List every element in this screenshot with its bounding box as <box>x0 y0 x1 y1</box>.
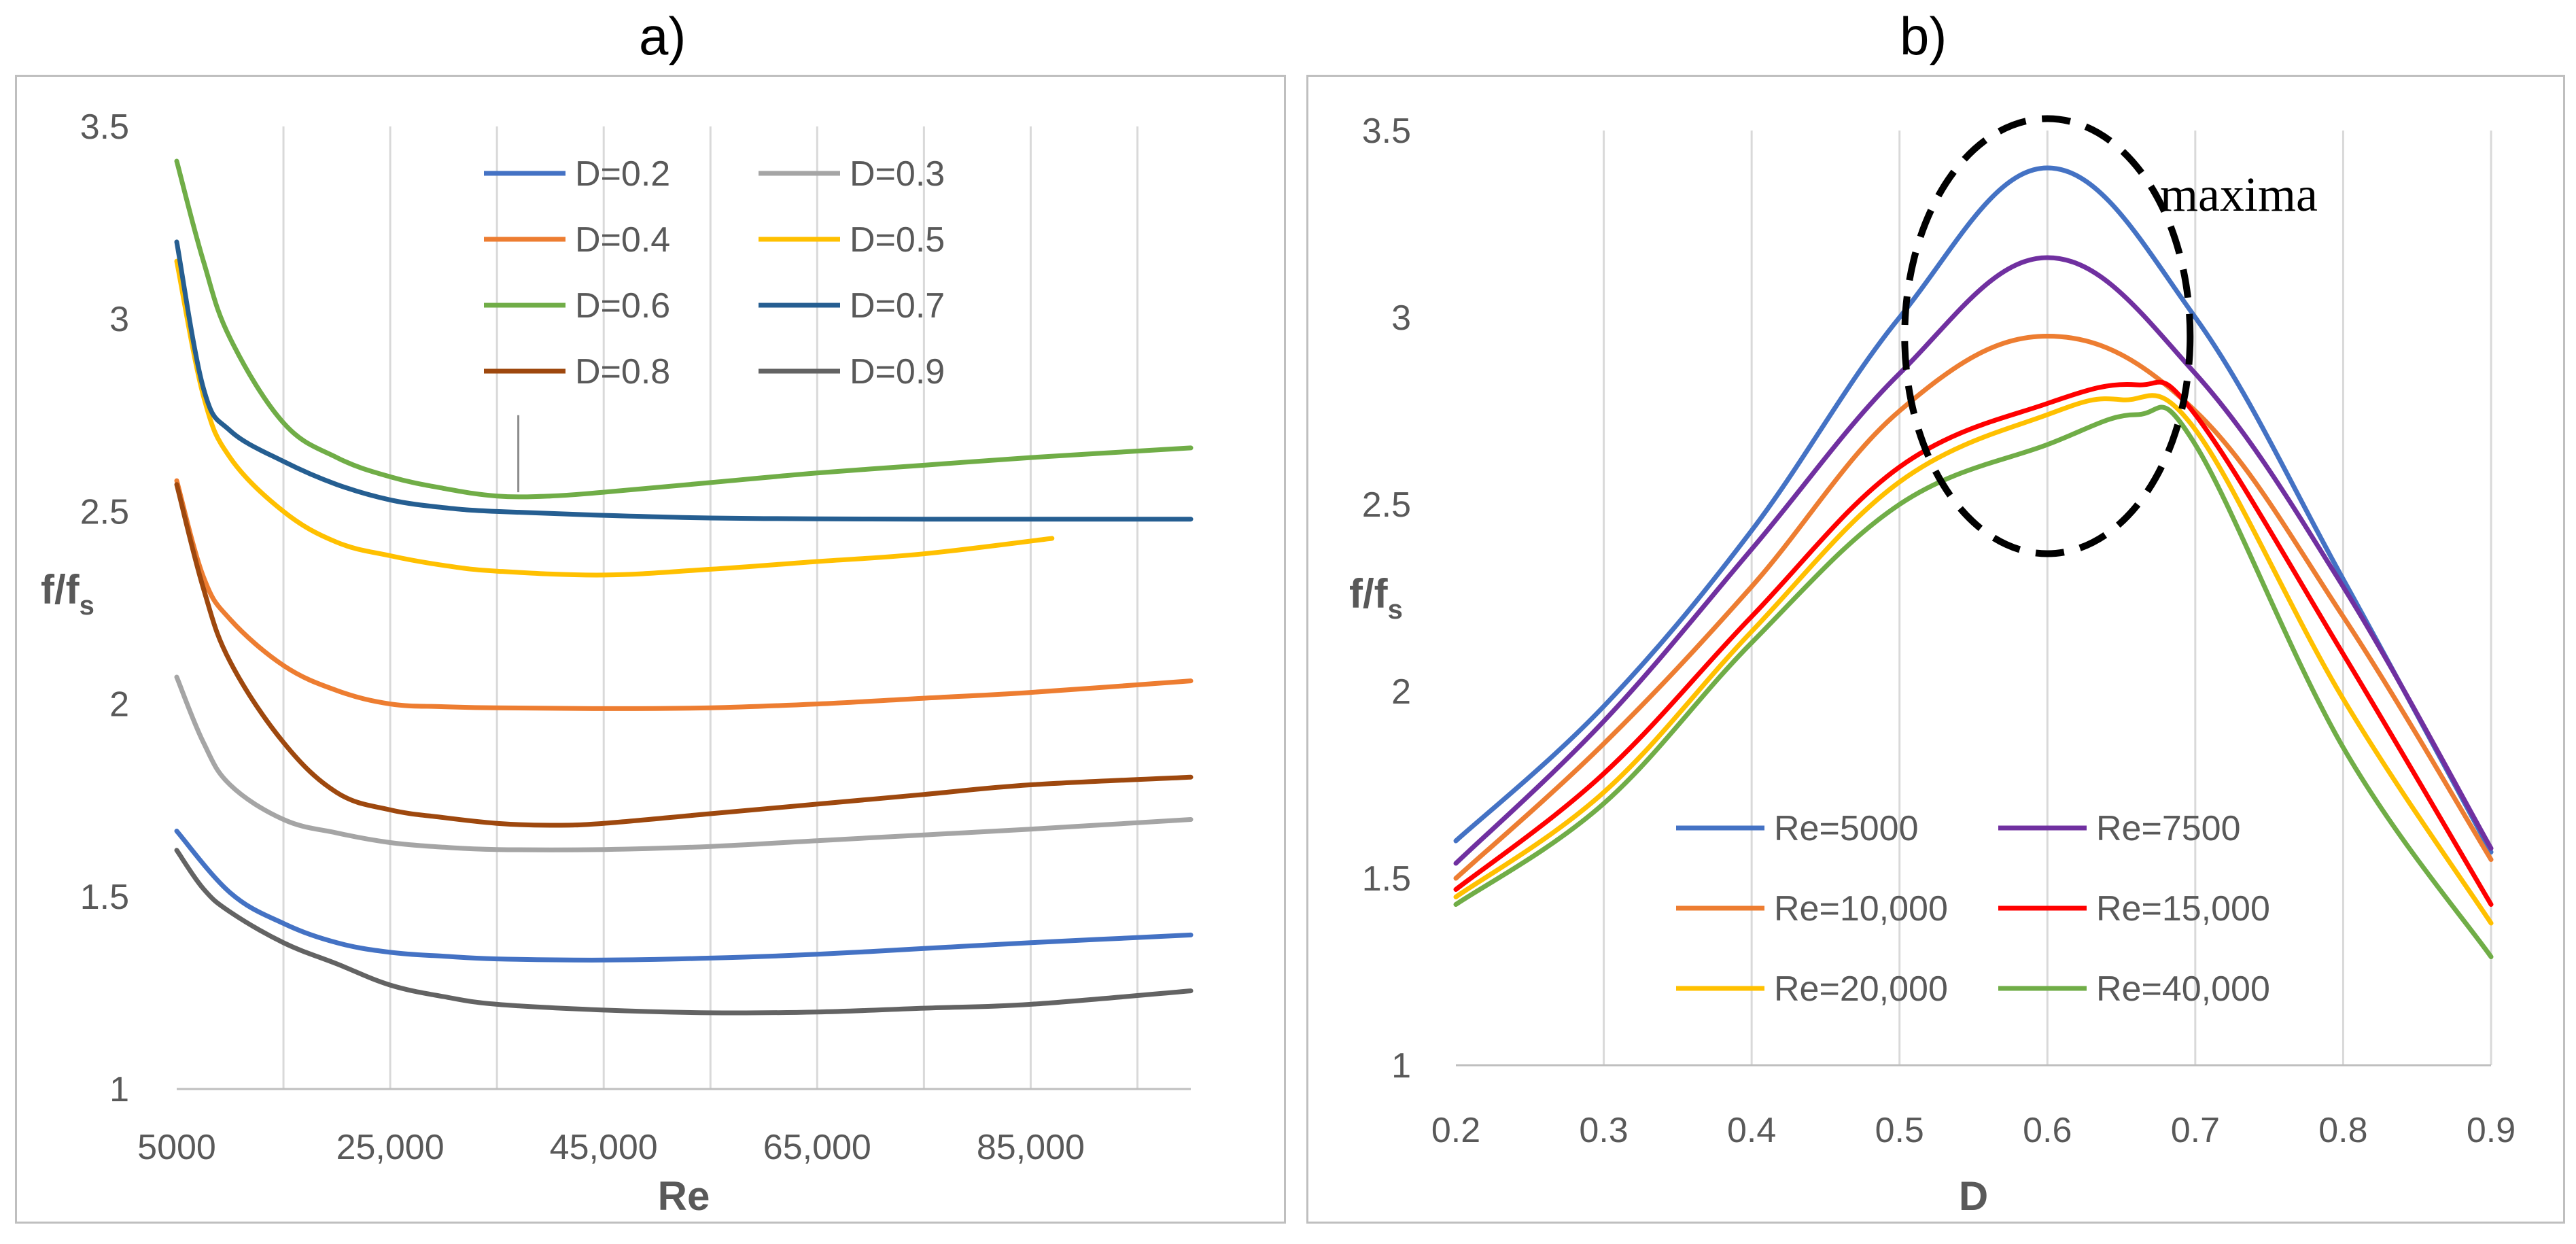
chart-a-series-d-0-3 <box>174 674 1194 852</box>
chart-b-series-re-7500 <box>1453 255 2494 866</box>
chart-a-y-tick-label: 2 <box>109 685 129 725</box>
chart-a-series-d-0-2 <box>174 829 1194 963</box>
chart-b-legend-label-re-15-000: Re=15,000 <box>2096 889 2270 929</box>
chart-a-x-tick-label: 65,000 <box>763 1128 871 1167</box>
chart-a-series-d-0-8 <box>174 482 1194 828</box>
chart-b-y-tick-label: 2.5 <box>1362 485 1411 525</box>
chart-a-series-d-0-5 <box>174 258 1055 578</box>
chart-a-panel <box>15 75 1286 1224</box>
chart-a-legend-label-d-0-6: D=0.6 <box>575 286 670 326</box>
chart-a-x-tick-label: 5000 <box>137 1128 216 1167</box>
chart-b-y-tick-label: 3.5 <box>1362 111 1411 151</box>
chart-b-y-axis-title-subscript: s <box>1388 595 1403 625</box>
chart-a-y-tick-label: 3.5 <box>80 107 129 147</box>
chart-a-label: a) <box>639 6 686 66</box>
chart-a-legend-label-d-0-2: D=0.2 <box>575 154 670 194</box>
chart-b-series-re-5000 <box>1453 165 2494 854</box>
chart-a-y-axis-title: f/fs <box>41 567 94 621</box>
chart-a-series-d-0-6 <box>174 158 1194 500</box>
chart-a-series-d-0-4 <box>174 478 1194 711</box>
chart-b-series-re-15-000 <box>1453 379 2494 907</box>
chart-b-x-tick-label: 0.2 <box>1431 1111 1480 1150</box>
chart-a-series-d-0-7 <box>174 239 1194 522</box>
chart-b-y-axis-title: f/fs <box>1349 571 1403 625</box>
chart-a-x-tick-label: 45,000 <box>550 1128 658 1167</box>
chart-b-legend-label-re-20-000: Re=20,000 <box>1774 969 1948 1009</box>
chart-b-legend-label-re-10-000: Re=10,000 <box>1774 889 1948 929</box>
chart-b-maxima-label: maxima <box>2160 167 2318 222</box>
chart-b-x-tick-label: 0.6 <box>2023 1111 2072 1150</box>
chart-b-series-re-40-000 <box>1453 404 2494 959</box>
chart-b-x-tick-label: 0.3 <box>1579 1111 1628 1150</box>
chart-a-legend-label-d-0-5: D=0.5 <box>850 220 945 260</box>
chart-a-legend-label-d-0-4: D=0.4 <box>575 220 670 260</box>
chart-b-legend-label-re-7500: Re=7500 <box>2096 809 2241 848</box>
chart-b-x-tick-label: 0.9 <box>2467 1111 2516 1150</box>
chart-b-x-tick-label: 0.8 <box>2318 1111 2367 1150</box>
chart-a-legend-label-d-0-8: D=0.8 <box>575 352 670 392</box>
chart-b-maxima-ellipse <box>1901 115 2194 557</box>
chart-b-y-axis-title-main: f/f <box>1349 571 1389 617</box>
chart-a-x-axis-title: Re <box>658 1173 710 1219</box>
chart-a-y-tick-label: 1 <box>109 1070 129 1109</box>
chart-a-y-axis-title-subscript: s <box>80 591 94 621</box>
chart-b-x-tick-label: 0.4 <box>1727 1111 1776 1150</box>
chart-b-legend-label-re-5000: Re=5000 <box>1774 809 1919 848</box>
chart-a-series-d-0-9 <box>174 848 1194 1016</box>
chart-b-label: b) <box>1900 6 1947 66</box>
chart-a-y-axis-title-main: f/f <box>41 567 80 612</box>
chart-b-x-axis-title: D <box>1959 1173 1988 1219</box>
chart-a-y-tick-label: 3 <box>109 300 129 339</box>
chart-a-legend-label-d-0-3: D=0.3 <box>850 154 945 194</box>
chart-b-y-tick-label: 1 <box>1391 1046 1411 1086</box>
chart-b-x-tick-label: 0.5 <box>1875 1111 1924 1150</box>
chart-b-series-re-10-000 <box>1453 334 2494 881</box>
chart-a-legend-label-d-0-7: D=0.7 <box>850 286 945 326</box>
chart-a-x-tick-label: 25,000 <box>336 1128 445 1167</box>
chart-b-y-tick-label: 3 <box>1391 298 1411 338</box>
chart-a-y-tick-label: 2.5 <box>80 492 129 532</box>
chart-b-y-tick-label: 1.5 <box>1362 859 1411 899</box>
chart-b-x-tick-label: 0.7 <box>2171 1111 2220 1150</box>
chart-a-legend-label-d-0-9: D=0.9 <box>850 352 945 392</box>
chart-b-legend-label-re-40-000: Re=40,000 <box>2096 969 2270 1009</box>
chart-a-x-tick-label: 85,000 <box>977 1128 1085 1167</box>
chart-b-series-re-20-000 <box>1453 393 2494 926</box>
chart-b-y-tick-label: 2 <box>1391 672 1411 712</box>
chart-a-y-tick-label: 1.5 <box>80 878 129 917</box>
